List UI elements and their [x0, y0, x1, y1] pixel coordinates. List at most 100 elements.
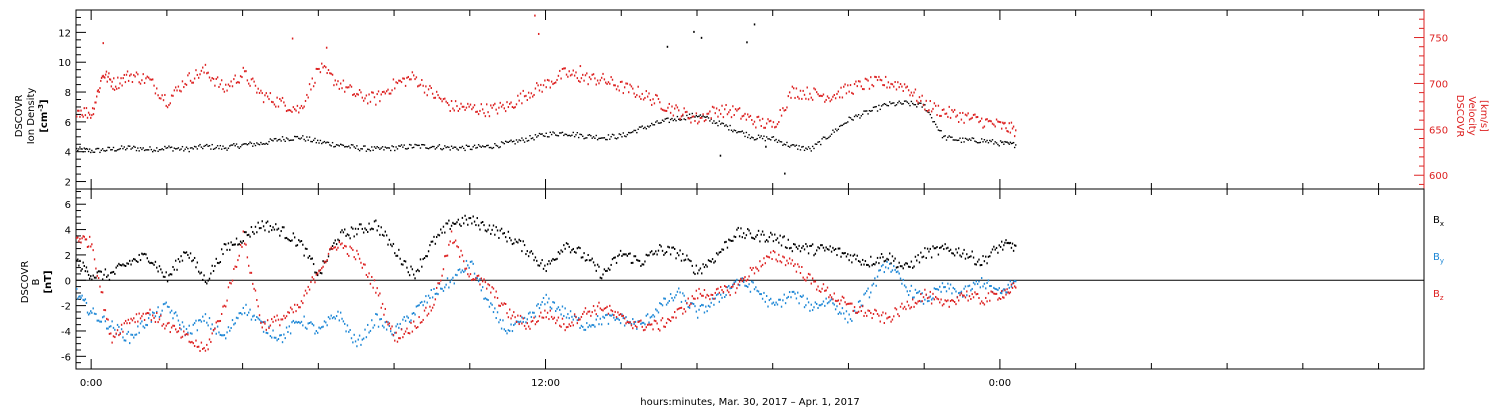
velocity-point: [498, 106, 500, 109]
ion-density-point: [615, 138, 618, 140]
velocity-point: [479, 109, 481, 112]
ion-density-point: [256, 142, 258, 144]
b-bx-point: [974, 263, 976, 266]
b-bz-point: [114, 336, 116, 339]
ion-density-point: [893, 102, 895, 104]
velocity-point: [249, 84, 251, 87]
b-bx-point: [394, 252, 396, 255]
velocity-point: [417, 85, 419, 88]
ion-density-point: [107, 146, 109, 149]
velocity-point: [767, 118, 769, 121]
b-by-point: [315, 330, 318, 333]
ion-density-point: [775, 138, 777, 141]
ion-density-point: [651, 122, 653, 125]
b-bx-point: [490, 232, 492, 235]
b-bz-point: [1002, 296, 1004, 299]
b-by-point: [936, 288, 938, 291]
b-bx-point: [971, 250, 973, 253]
b-bz-point: [920, 293, 922, 296]
ion-density-point: [427, 147, 430, 150]
b-bz-point: [160, 314, 162, 317]
b-by-point: [559, 308, 561, 311]
b-by-point: [183, 325, 185, 328]
b-bz-point: [411, 330, 414, 333]
b-bz-point: [90, 245, 92, 248]
b-bx-point: [123, 264, 126, 267]
b-bz-point: [333, 246, 335, 249]
ion-density-point: [357, 148, 359, 150]
velocity-point: [843, 85, 845, 88]
b-bx-point: [561, 250, 564, 253]
ion-density-point: [143, 149, 146, 152]
ion-density-point: [152, 150, 154, 153]
b-bx-point: [81, 268, 83, 271]
ion-density-point: [605, 138, 607, 141]
velocity-point: [169, 102, 171, 105]
velocity-point: [807, 98, 810, 101]
ion-density-point: [759, 136, 761, 139]
b-bx-point: [940, 246, 942, 249]
b-bz-point: [1010, 283, 1013, 286]
ion-density-point: [421, 143, 423, 146]
b-bx-point: [403, 259, 405, 262]
b-bx-point: [934, 247, 937, 250]
velocity-point: [372, 91, 374, 94]
b-bx-point: [77, 258, 79, 261]
b-by-point: [93, 312, 96, 315]
b-bx-point: [461, 216, 464, 219]
b-by-point: [998, 287, 1000, 290]
b-bx-point: [656, 253, 658, 256]
b-bz-point: [298, 306, 300, 309]
velocity-point: [337, 80, 339, 83]
b-bx-point: [231, 243, 234, 246]
b-bz-point: [322, 265, 324, 268]
b-bx-point: [820, 244, 822, 247]
ion-density-point: [441, 148, 443, 151]
b-bx-point: [634, 255, 637, 258]
b-by-point: [149, 313, 151, 316]
b-by-point: [603, 316, 606, 319]
b-bx-point: [134, 258, 136, 261]
b-bz-point: [871, 317, 873, 320]
velocity-point: [152, 78, 154, 81]
ion-density-point: [696, 115, 699, 118]
b-bx-point: [952, 252, 954, 255]
ion-density-point: [134, 146, 136, 148]
velocity-point: [660, 107, 662, 110]
b-bx-point: [914, 255, 917, 258]
velocity-point: [613, 84, 615, 87]
b-bz-point: [694, 297, 696, 300]
b-bz-point: [104, 309, 107, 312]
b-bx-point: [321, 272, 323, 275]
b-bz-point: [260, 321, 262, 324]
b-bx-point: [398, 248, 400, 251]
b-by-point: [88, 312, 91, 315]
b-bz-point: [463, 260, 465, 263]
b-bx-point: [710, 260, 712, 263]
b-bx-point: [594, 264, 596, 267]
b-by-point: [557, 306, 560, 309]
b-bx-point: [160, 268, 162, 271]
b-bz-point: [530, 320, 533, 323]
b-bx-point: [861, 258, 864, 261]
velocity-point: [496, 112, 499, 115]
b-by-point: [472, 262, 474, 265]
b-bx-point: [277, 227, 280, 230]
b-bx-point: [707, 259, 710, 262]
b-bx-point: [523, 244, 526, 247]
ion-density-point: [673, 118, 676, 120]
b-bx-point: [714, 260, 716, 263]
b-bx-point: [146, 257, 148, 260]
b-bz-point: [350, 247, 353, 250]
ion-density-point: [947, 136, 949, 139]
b-bx-point: [871, 264, 873, 267]
b-by-point: [1007, 283, 1009, 286]
velocity-point: [710, 117, 712, 120]
b-bz-point: [246, 256, 249, 259]
b-by-point: [180, 328, 182, 331]
b-by-point: [605, 314, 607, 317]
ion-density-point: [598, 137, 600, 140]
b-bz-point: [957, 299, 960, 302]
ion-density-point: [706, 115, 708, 118]
